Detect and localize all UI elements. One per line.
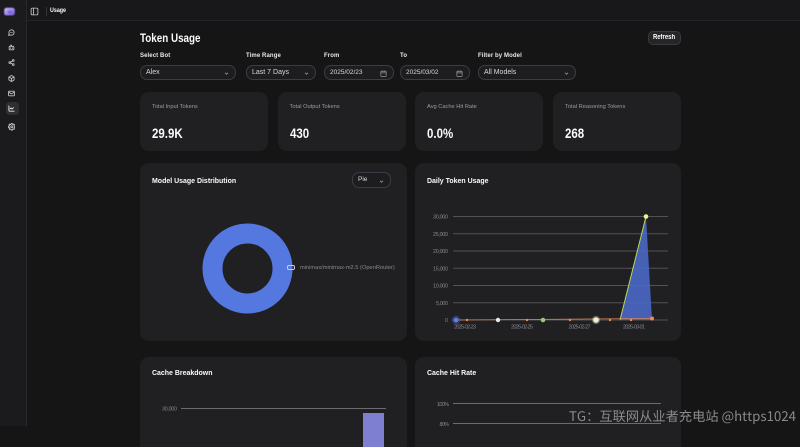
- svg-text:100%: 100%: [437, 402, 449, 408]
- svg-text:2025-02-25: 2025-02-25: [511, 325, 533, 331]
- svg-text:5,000: 5,000: [436, 301, 448, 307]
- svg-text:2025-03-01: 2025-03-01: [623, 325, 645, 331]
- svg-text:80%: 80%: [440, 422, 450, 428]
- svg-text:30,000: 30,000: [433, 215, 448, 221]
- svg-text:2025-02-27: 2025-02-27: [569, 325, 591, 331]
- svg-text:25,000: 25,000: [433, 232, 448, 238]
- svg-text:30,000: 30,000: [162, 407, 177, 413]
- svg-text:2025-02-23: 2025-02-23: [454, 325, 476, 331]
- svg-text:0: 0: [445, 318, 448, 324]
- svg-text:20,000: 20,000: [433, 249, 448, 255]
- svg-text:10,000: 10,000: [433, 284, 448, 290]
- svg-text:15,000: 15,000: [433, 266, 448, 272]
